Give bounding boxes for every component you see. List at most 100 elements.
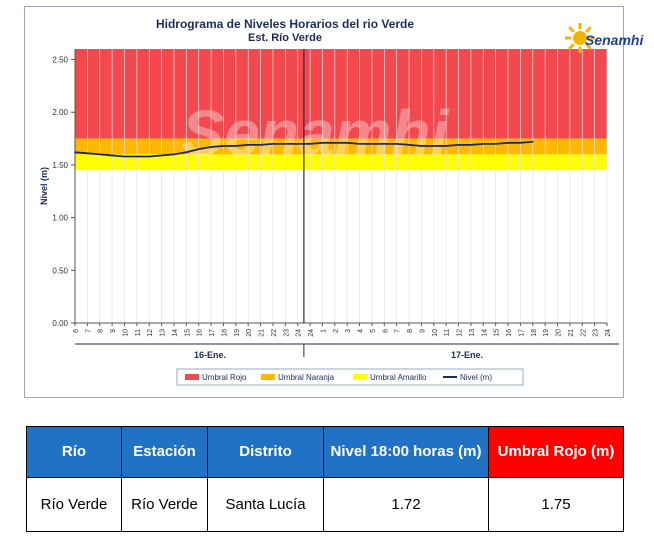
data-point — [395, 143, 398, 145]
x-tick-label: 10 — [432, 329, 439, 337]
data-point — [383, 143, 386, 145]
x-tick-label: 24 — [308, 329, 315, 337]
x-tick-label: 21 — [259, 329, 266, 337]
x-tick-label: 7 — [85, 329, 92, 333]
hydrograph-chart: Hidrograma de Niveles Horarios del rio V… — [24, 6, 643, 398]
series-line-nivel — [74, 140, 533, 158]
x-tick-label: 9 — [419, 329, 426, 333]
threshold-band-0 — [75, 49, 607, 139]
threshold-band-1 — [75, 138, 607, 155]
data-point — [284, 143, 287, 145]
data-point — [334, 141, 336, 144]
data-point — [296, 143, 299, 145]
x-tick-label: 12 — [457, 329, 464, 337]
x-tick-label: 12 — [147, 329, 154, 337]
legend-swatch — [185, 374, 199, 380]
data-point — [123, 155, 126, 158]
level-table: Río Estación Distrito Nivel 18:00 horas … — [26, 426, 624, 532]
header-estacion: Estación — [121, 426, 208, 478]
data-point — [309, 143, 311, 145]
x-tick-label: 9 — [110, 329, 117, 333]
y-tick-label: 2.00 — [52, 108, 68, 117]
data-point — [173, 153, 175, 156]
x-tick-label: 19 — [543, 329, 550, 337]
x-tick-label: 2 — [333, 329, 340, 333]
data-point — [222, 145, 225, 147]
sun-icon — [565, 23, 595, 53]
data-point — [98, 153, 101, 156]
y-tick-label: 1.00 — [52, 214, 68, 223]
legend-label: Nivel (m) — [460, 373, 492, 382]
y-tick-label: 2.50 — [52, 56, 68, 65]
x-tick-label: 1 — [320, 329, 327, 333]
cell-umbral-rojo: 1.75 — [488, 477, 624, 532]
data-point — [111, 154, 113, 157]
data-point — [531, 140, 534, 143]
x-tick-label: 10 — [122, 329, 129, 337]
data-point — [432, 145, 435, 147]
data-point — [321, 141, 324, 144]
y-tick-label: 0.50 — [52, 266, 68, 275]
x-tick-label: 24 — [296, 329, 303, 337]
header-umbral-rojo: Umbral Rojo (m) — [488, 426, 624, 478]
x-tick-label: 15 — [184, 329, 191, 337]
x-tick-label: 17 — [209, 329, 216, 337]
watermark-text: Senamhi — [182, 97, 450, 169]
x-tick-label: 6 — [382, 329, 389, 333]
data-point — [247, 144, 250, 146]
x-tick-label: 20 — [556, 329, 563, 337]
data-point — [160, 154, 163, 157]
data-point — [445, 145, 447, 147]
x-tick-label: 16 — [197, 329, 204, 337]
data-point — [346, 141, 348, 144]
x-tick-label: 8 — [98, 329, 105, 333]
day-label-2: 17-Ene. — [451, 350, 483, 360]
data-point — [470, 144, 472, 146]
data-point — [272, 143, 274, 145]
x-tick-label: 7 — [395, 329, 402, 333]
chart-subtitle: Est. Río Verde — [248, 32, 322, 44]
chart-canvas: Hidrograma de Niveles Horarios del rio V… — [39, 17, 619, 386]
x-tick-label: 14 — [172, 329, 179, 337]
data-point — [519, 141, 522, 144]
x-tick-label: 15 — [494, 329, 501, 337]
y-tick-label: 1.50 — [52, 161, 68, 170]
x-tick-label: 11 — [135, 329, 142, 336]
data-point — [259, 144, 262, 146]
data-point — [507, 141, 509, 144]
cell-distrito: Santa Lucía — [207, 477, 324, 532]
data-point — [210, 146, 212, 148]
x-tick-label: 19 — [234, 329, 241, 337]
data-point — [148, 155, 151, 158]
x-tick-label: 20 — [246, 329, 253, 337]
data-point — [197, 148, 200, 150]
logo-text: Senamhi — [585, 32, 644, 48]
data-point — [408, 144, 410, 146]
x-tick-label: 3 — [345, 329, 352, 333]
y-axis-label: Nivel (m) — [39, 167, 49, 205]
senamhi-logo: Senamhi — [565, 21, 643, 55]
x-tick-label: 18 — [221, 329, 228, 337]
x-tick-label: 13 — [469, 329, 476, 337]
x-tick-label: 14 — [481, 329, 488, 337]
x-tick-label: 8 — [407, 329, 414, 333]
header-nivel: Nivel 18:00 horas (m) — [323, 426, 489, 478]
legend-label: Umbral Amarillo — [370, 373, 427, 382]
table-row: Río Verde Río Verde Santa Lucía 1.72 1.7… — [26, 477, 624, 532]
table-header-row: Río Estación Distrito Nivel 18:00 horas … — [26, 426, 624, 478]
legend-box — [176, 368, 524, 386]
header-distrito: Distrito — [207, 426, 324, 478]
data-point — [86, 152, 89, 155]
x-tick-label: 18 — [531, 329, 538, 337]
cell-rio: Río Verde — [26, 477, 122, 532]
legend-swatch — [261, 374, 275, 380]
data-point — [235, 145, 237, 147]
data-point — [457, 144, 460, 146]
data-point — [494, 143, 497, 145]
y-tick-label: 0.00 — [52, 319, 68, 328]
data-point — [185, 151, 188, 154]
x-tick-label: 11 — [444, 329, 451, 336]
legend-swatch — [353, 374, 367, 380]
x-tick-label: 24 — [605, 329, 612, 337]
data-point — [358, 143, 361, 145]
